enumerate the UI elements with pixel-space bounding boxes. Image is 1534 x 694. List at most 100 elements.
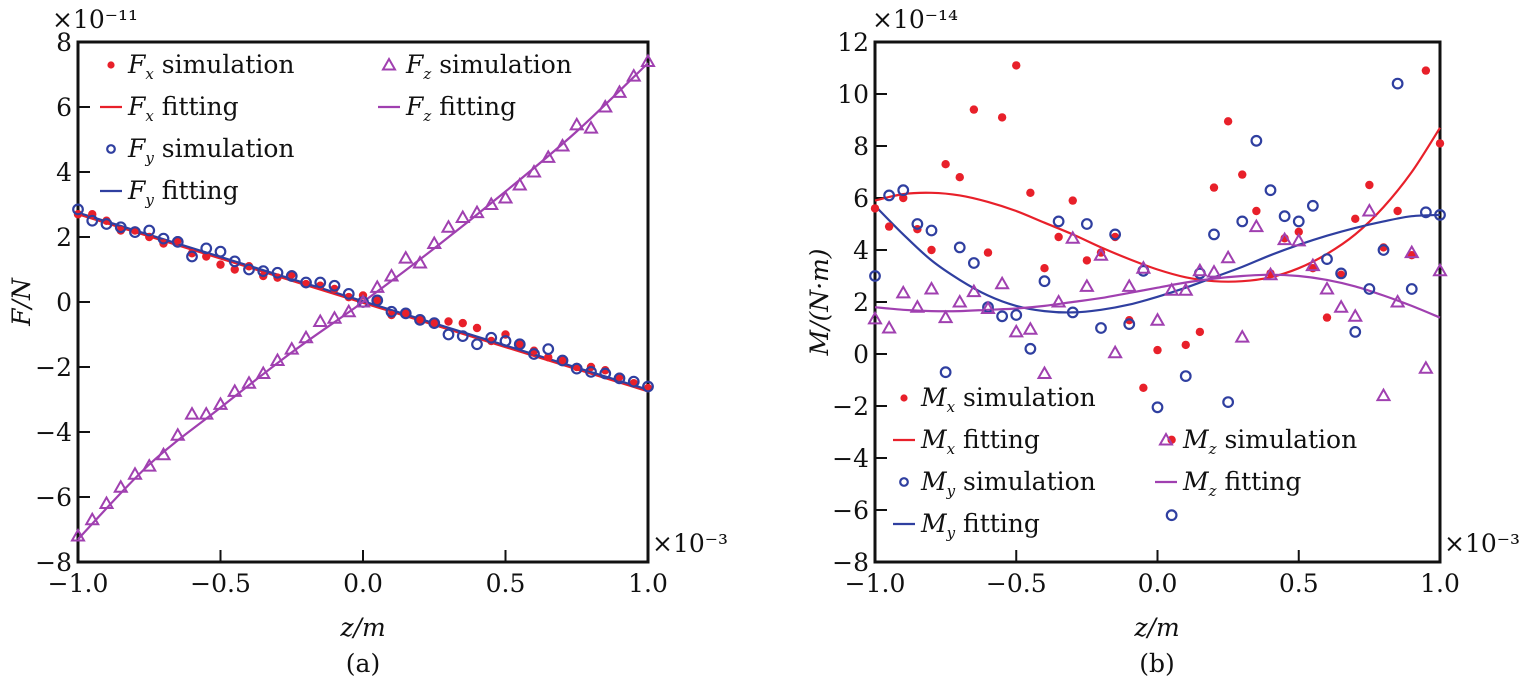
fy-simulation-point	[285, 270, 298, 282]
my-simulation-point	[1151, 401, 1164, 414]
fx-simulation-point	[444, 317, 453, 326]
mx-simulation-point	[1294, 227, 1303, 236]
fy-simulation-point	[314, 276, 327, 289]
fz-simulation-point	[383, 267, 400, 282]
my-simulation-point	[1052, 215, 1065, 228]
y-tick-label: 8	[853, 132, 869, 161]
mx-simulation-point	[1421, 66, 1431, 75]
my-simulation-point	[883, 189, 896, 202]
fy-simulation-point	[528, 348, 540, 360]
my-simulation-point	[1377, 244, 1390, 256]
my-simulation-point	[1123, 318, 1136, 331]
fx-simulation-point	[202, 252, 211, 261]
fy-simulation-point	[186, 250, 198, 263]
fy-simulation-point	[414, 313, 426, 326]
legend-marker-swatch	[107, 61, 115, 69]
fy-simulation-point	[542, 343, 555, 356]
fy-simulation-point	[428, 317, 441, 330]
fy-simulation-point	[257, 265, 270, 278]
fz-simulation-point	[369, 279, 385, 293]
y-tick-label: −6	[35, 483, 72, 512]
y-tick-label: −4	[832, 444, 869, 473]
fz-simulation-point	[227, 383, 243, 397]
fz-simulation-point	[284, 341, 300, 355]
legend-label: Fx simulation	[127, 50, 295, 83]
my-simulation-point	[1038, 275, 1051, 288]
x-tick-label: −0.5	[986, 569, 1047, 598]
mx-simulation-point	[997, 113, 1007, 122]
fy-simulation-point	[627, 375, 640, 388]
fz-simulation-point	[540, 149, 556, 163]
legend-label: Fy simulation	[127, 134, 295, 167]
fz-simulation-point	[113, 479, 129, 493]
mz-simulation-point	[1065, 230, 1081, 244]
b-fit-lines	[874, 127, 1441, 319]
fz-simulation-point	[483, 196, 499, 210]
fz-simulation-point	[269, 352, 286, 366]
fz-simulation-point	[455, 209, 471, 223]
mz-simulation-point	[1008, 323, 1024, 338]
fy-simulation-point	[157, 232, 170, 245]
mx-simulation-point	[1435, 139, 1445, 148]
legend-label: Fx fitting	[127, 92, 239, 125]
mx-simulation-point	[1238, 170, 1247, 179]
legend-item: My fitting	[893, 509, 1040, 542]
b-legend: Mx simulation Mx fitting My simulation My f…	[893, 383, 1357, 542]
mx-simulation-point	[1026, 188, 1035, 197]
fy-simulation-point	[385, 305, 398, 318]
fz-simulation-point	[597, 98, 613, 113]
x-tick-label: −1.0	[48, 569, 109, 598]
my-simulation-point	[1278, 210, 1291, 223]
legend-label: Fy fitting	[127, 176, 239, 209]
legend-label: My simulation	[920, 467, 1096, 500]
my-simulation-point	[1335, 267, 1348, 280]
legend-marker-swatch	[1158, 431, 1174, 446]
mz-simulation-point	[1404, 244, 1420, 259]
x-tick-label: 1.0	[1420, 569, 1460, 598]
fz-simulation-point	[512, 176, 528, 191]
y-tick-label: 4	[853, 236, 869, 265]
mz-fitting-line	[874, 273, 1441, 319]
fy-simulation-point	[556, 354, 569, 367]
my-simulation-point	[1010, 309, 1023, 321]
a-ticks: −1.0 −0.5 0.0 0.5 1.0 −8 −6 −4 −2 0 2 4 6 8	[35, 28, 668, 598]
my-simulation-point	[1405, 283, 1418, 295]
mz-simulation-point	[1050, 293, 1067, 308]
y-tick-label: 8	[56, 28, 72, 57]
mx-simulation-point	[1012, 61, 1021, 70]
mz-simulation-point	[881, 319, 897, 334]
mz-simulation-point	[1418, 360, 1434, 374]
legend-item: Fx simulation	[107, 50, 295, 83]
fz-simulation-point	[469, 204, 485, 219]
a-y-axis-label: F/N	[7, 277, 36, 327]
legend-item: Fy fitting	[100, 176, 239, 209]
my-simulation-point	[1306, 199, 1319, 212]
mz-simulation-point	[1248, 218, 1265, 233]
x-tick-label: 0.5	[486, 569, 526, 598]
legend-item: Fz simulation	[381, 50, 572, 83]
mz-simulation-point	[937, 309, 954, 324]
a-y-multiplier: ×10⁻¹¹	[52, 5, 138, 34]
legend-item: My simulation	[899, 467, 1096, 500]
my-simulation-point	[1363, 283, 1376, 295]
my-simulation-point	[1222, 396, 1235, 409]
y-tick-label: −6	[832, 496, 869, 525]
fy-simulation-point	[499, 335, 512, 347]
my-simulation-point	[1208, 228, 1220, 241]
my-simulation-point	[953, 241, 966, 254]
mz-simulation-point	[1361, 202, 1378, 217]
y-tick-label: 0	[56, 288, 72, 317]
my-simulation-point	[1434, 208, 1446, 221]
mz-simulation-point	[1432, 262, 1448, 277]
mz-simulation-point	[1206, 264, 1222, 278]
mx-simulation-point	[1351, 214, 1360, 223]
y-tick-label: −8	[832, 548, 869, 577]
fy-simulation-point	[171, 235, 184, 248]
mz-simulation-point	[1093, 247, 1109, 261]
mx-simulation-point	[899, 193, 908, 203]
fz-simulation-point	[611, 84, 628, 98]
b-y-multiplier: ×10⁻¹⁴	[872, 5, 958, 34]
mz-simulation-point	[1319, 280, 1335, 295]
fz-simulation-point	[70, 527, 86, 542]
